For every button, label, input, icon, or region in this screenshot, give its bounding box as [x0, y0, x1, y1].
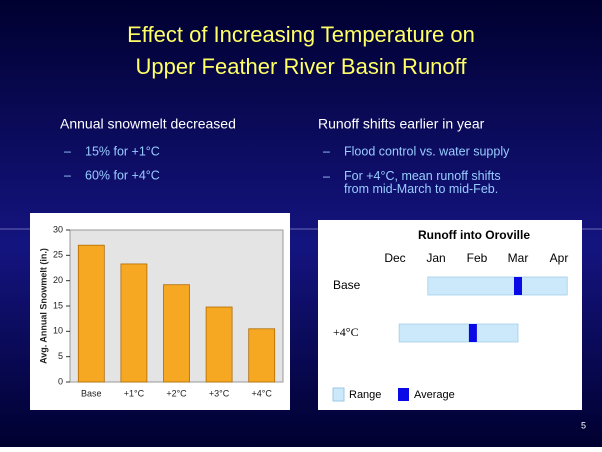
- bar: [120, 263, 148, 383]
- row-label: Base: [333, 278, 361, 292]
- page-number: 5: [581, 420, 586, 430]
- y-tick-label: 15: [53, 300, 63, 310]
- x-tick-label: Apr: [550, 251, 569, 265]
- bar: [163, 284, 190, 383]
- x-tick-label: +2°C: [166, 388, 187, 398]
- y-tick-label: 30: [53, 224, 63, 234]
- range-bar: [427, 276, 568, 296]
- title-line: Upper Feather River Basin Runoff: [136, 54, 468, 79]
- x-tick-label: Jan: [426, 251, 445, 265]
- dash: –: [323, 144, 330, 158]
- x-tick-label: Dec: [384, 251, 405, 265]
- average-mark: [514, 277, 522, 295]
- legend-label: Range: [349, 389, 381, 401]
- row-label: +4°C: [333, 325, 359, 339]
- y-tick-label: 5: [58, 351, 63, 361]
- chart-panel: [318, 220, 582, 410]
- dash: –: [323, 169, 330, 183]
- y-tick-label: 20: [53, 275, 63, 285]
- average-mark: [468, 324, 477, 342]
- sub-bullet: 15% for +1°C: [85, 144, 160, 158]
- bullet-heading: Runoff shifts earlier in year: [318, 116, 485, 132]
- y-axis-label: Avg. Annual Snowmelt (in.): [38, 248, 48, 364]
- dash: –: [64, 168, 71, 182]
- y-tick-label: 25: [53, 250, 63, 260]
- x-tick-label: +3°C: [209, 388, 230, 398]
- x-tick-label: +1°C: [124, 388, 145, 398]
- bullet-heading: Annual snowmelt decreased: [60, 116, 236, 132]
- x-tick-label: +4°C: [252, 388, 273, 398]
- legend-swatch: [332, 387, 345, 402]
- sub-bullet: For +4°C, mean runoff shifts from mid-Mar…: [344, 169, 501, 196]
- bar: [205, 306, 233, 383]
- y-tick-label: 10: [53, 326, 63, 336]
- x-tick-label: Mar: [508, 251, 529, 265]
- x-tick-label: Base: [81, 388, 102, 398]
- legend-label: Average: [414, 389, 455, 401]
- legend-swatch: [398, 388, 409, 401]
- sub-bullet: Flood control vs. water supply: [344, 144, 510, 158]
- sub-bullet: 60% for +4°C: [85, 168, 160, 182]
- bar: [77, 244, 105, 383]
- y-tick-label: 0: [58, 376, 63, 386]
- dash: –: [64, 144, 71, 158]
- range-bar: [398, 323, 519, 343]
- x-tick-label: Feb: [467, 251, 488, 265]
- title-line: Effect of Increasing Temperature on: [127, 22, 475, 47]
- bar: [248, 328, 276, 383]
- chart-title: Runoff into Oroville: [418, 228, 530, 242]
